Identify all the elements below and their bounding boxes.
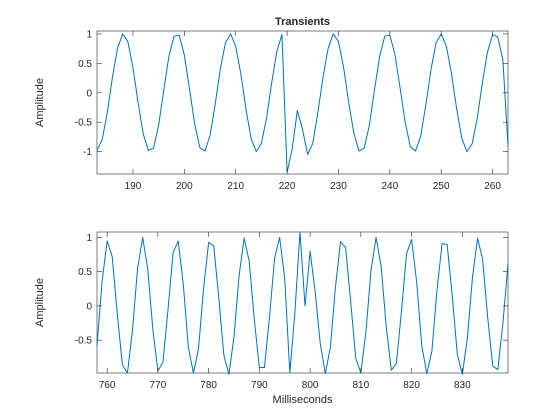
y-tick-label: 0.5 (78, 59, 92, 70)
x-tick-label: 780 (200, 380, 217, 391)
y-tick-label: 0 (86, 88, 92, 99)
top-plot-area (96, 30, 509, 175)
x-tick-label: 220 (279, 181, 296, 192)
x-tick-label: 800 (302, 380, 319, 391)
x-tick-label: 250 (433, 181, 450, 192)
top-y-axis-label: Amplitude (34, 78, 46, 127)
y-tick-label: -1 (83, 147, 92, 158)
x-tick-label: 240 (381, 181, 398, 192)
bottom-plot-area (96, 231, 509, 374)
series-line-0 (96, 231, 509, 375)
top-axes: 190 200 210 220 230 240 250 260 -1 -0.5 0 0.5 1 Tran… (34, 16, 509, 192)
x-tick-label: 790 (251, 380, 268, 391)
y-tick-label: 0.5 (78, 267, 92, 278)
bottom-x-axis-label: Milliseconds (273, 394, 333, 406)
bottom-series (96, 231, 509, 375)
x-tick-label: 810 (353, 380, 370, 391)
top-ticks: 190 200 210 220 230 240 250 260 -1 -0.5 0 0.5 1 (75, 29, 508, 192)
top-series (96, 33, 509, 173)
x-tick-label: 230 (330, 181, 347, 192)
x-tick-label: 200 (176, 181, 193, 192)
x-tick-label: 260 (484, 181, 501, 192)
x-tick-label: 760 (99, 380, 116, 391)
top-chart-title: Transients (275, 16, 330, 28)
y-tick-label: -0.5 (75, 118, 93, 129)
x-tick-label: 820 (403, 380, 420, 391)
y-tick-label: -0.5 (75, 336, 93, 347)
y-tick-label: 0 (86, 301, 92, 312)
y-tick-label: 1 (86, 29, 92, 40)
x-tick-label: 770 (150, 380, 167, 391)
y-tick-label: 1 (86, 233, 92, 244)
bottom-y-axis-label: Amplitude (34, 278, 46, 327)
x-tick-label: 190 (125, 181, 142, 192)
bottom-ticks: 760 770 780 790 800 810 820 830 -0.5 0 0.5 1 (75, 232, 508, 391)
x-tick-label: 830 (454, 380, 471, 391)
x-tick-label: 210 (227, 181, 244, 192)
series-line-0 (96, 33, 509, 173)
bottom-axes: 760 770 780 790 800 810 820 830 -0.5 0 0.5 1 Amplit… (34, 231, 509, 406)
